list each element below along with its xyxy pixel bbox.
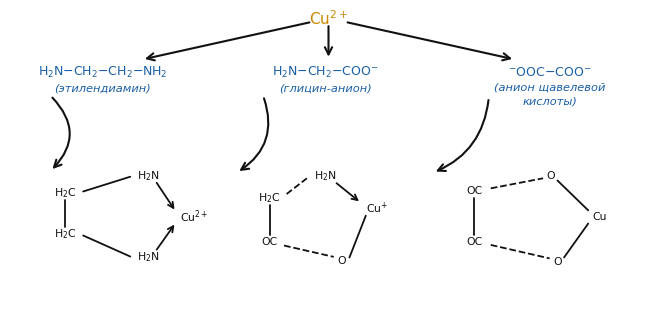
Text: OC: OC (466, 237, 482, 247)
Text: O: O (553, 257, 562, 267)
Text: H$_2$C: H$_2$C (54, 227, 76, 241)
Text: (глицин-анион): (глицин-анион) (279, 83, 372, 94)
Text: Cu$^{2+}$: Cu$^{2+}$ (180, 208, 209, 225)
Text: H$_2$C: H$_2$C (54, 186, 76, 200)
Text: OC: OC (466, 186, 482, 197)
Text: кислоты): кислоты) (522, 97, 577, 107)
Text: Cu$^{2+}$: Cu$^{2+}$ (309, 9, 348, 28)
Text: H$_2$C: H$_2$C (258, 191, 281, 205)
Text: (этилендиамин): (этилендиамин) (55, 83, 151, 94)
Text: H$_2$N: H$_2$N (314, 169, 336, 183)
Text: H$_2$N: H$_2$N (137, 250, 160, 264)
Text: Cu$^{+}$: Cu$^{+}$ (367, 201, 389, 217)
Text: H$_2$N$-$CH$_2$$-$CH$_2$$-$NH$_2$: H$_2$N$-$CH$_2$$-$CH$_2$$-$NH$_2$ (38, 65, 168, 80)
Text: OC: OC (261, 237, 278, 247)
Text: O: O (337, 256, 346, 266)
Text: (анион щавелевой: (анион щавелевой (494, 82, 605, 92)
Text: Cu: Cu (593, 212, 607, 222)
Text: H$_2$N: H$_2$N (137, 169, 160, 183)
Text: $^{-}$OOC$-$COO$^{-}$: $^{-}$OOC$-$COO$^{-}$ (508, 66, 591, 79)
Text: O: O (547, 171, 555, 181)
Text: H$_2$N$-$CH$_2$$-$COO$^{-}$: H$_2$N$-$CH$_2$$-$COO$^{-}$ (272, 65, 378, 80)
